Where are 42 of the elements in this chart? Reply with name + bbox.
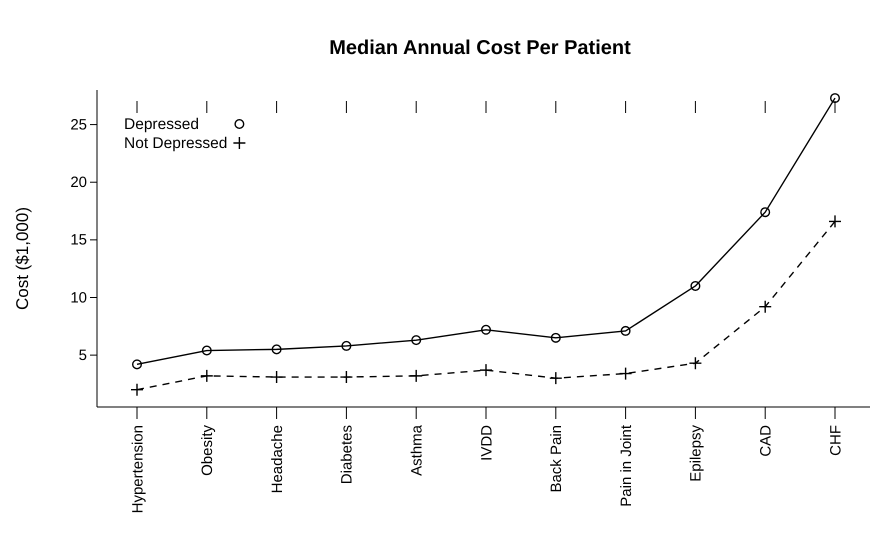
point (690, 280, 700, 291)
point (760, 207, 770, 218)
point (410, 369, 423, 383)
point (272, 344, 282, 354)
x-tick-label: Back Pain (548, 425, 566, 493)
point (202, 346, 212, 356)
x-tick-label: Diabetes (338, 425, 356, 484)
y-tick-label: 15 (70, 232, 87, 249)
x-tick-label: IVDD (478, 424, 496, 461)
x-tick-label: Hypertension (129, 425, 146, 514)
x-tick-label: Headache (268, 425, 286, 494)
chart-title: Median Annual Cost Per Patient (329, 37, 632, 59)
point (270, 370, 284, 384)
point (411, 335, 422, 346)
x-tick-label: Epilepsy (688, 424, 705, 482)
point (132, 359, 142, 370)
point (200, 369, 214, 383)
y-tick-label: 25 (70, 116, 87, 134)
point (618, 366, 632, 380)
y-axis-title: Cost ($1,000) (13, 207, 32, 310)
x-tick-label: CHF (827, 425, 844, 456)
point (130, 383, 144, 396)
point (688, 356, 702, 370)
point (481, 324, 491, 335)
point (830, 93, 840, 104)
point (758, 300, 772, 314)
point (479, 363, 493, 377)
y-tick-label: 20 (70, 174, 87, 192)
point (340, 370, 354, 384)
y-tick-label: 10 (70, 289, 87, 306)
point (341, 340, 352, 351)
point (549, 371, 562, 385)
x-tick-label: CAD (757, 424, 774, 457)
point (828, 214, 842, 228)
point (620, 326, 631, 336)
x-tick-label: Pain in Joint (618, 424, 635, 507)
y-tick-label: 5 (78, 346, 87, 364)
legend-label: Not Depressed (124, 135, 228, 152)
point (550, 332, 561, 343)
legend-label: Depressed (124, 116, 199, 133)
x-tick-label: Obesity (199, 424, 216, 476)
x-tick-label: Asthma (408, 424, 426, 476)
